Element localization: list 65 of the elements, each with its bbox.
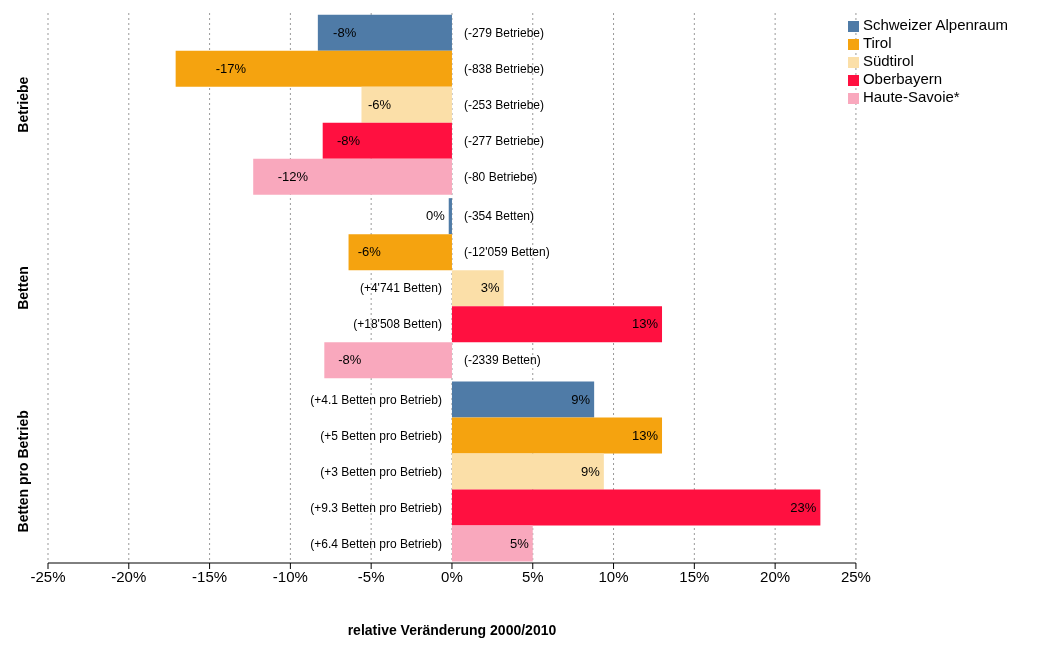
data-label: 23%: [790, 499, 817, 515]
data-label: 0%: [425, 208, 446, 224]
annotation: (+4'741 Betten): [359, 281, 442, 296]
bar: [451, 381, 595, 418]
x-tick-label: 20%: [760, 567, 791, 585]
data-label: -8%: [336, 132, 361, 148]
legend-label: Südtirol: [862, 52, 914, 69]
y-tick-label: Betten pro Betrieb: [15, 410, 31, 533]
bar: [451, 489, 821, 526]
bar: [448, 198, 452, 235]
data-label: -6%: [357, 244, 382, 260]
bar: [324, 342, 452, 379]
bar: [361, 86, 452, 123]
x-tick-label: -15%: [192, 567, 228, 585]
bar: [317, 14, 452, 51]
x-tick-label: -5%: [357, 567, 385, 585]
y-tick-label: Betten: [15, 266, 31, 310]
annotation: (-279 Betriebe): [463, 25, 545, 40]
annotation: (+5 Betten pro Betrieb): [320, 428, 442, 443]
bar: [322, 122, 452, 159]
legend-label: Schweizer Alpenraum: [862, 16, 1008, 33]
data-label: 13%: [631, 316, 659, 332]
x-tick-label: 5%: [521, 567, 544, 585]
annotation: (+4.1 Betten pro Betrieb): [310, 392, 442, 407]
bar: [348, 234, 452, 271]
annotation: (-80 Betriebe): [463, 169, 538, 184]
x-axis-title: relative Veränderung 2000/2010: [347, 622, 557, 638]
x-tick-label: 10%: [598, 567, 629, 585]
data-label: 3%: [480, 280, 501, 296]
annotation: (-277 Betriebe): [463, 133, 545, 148]
legend-label: Tirol: [862, 34, 892, 51]
x-tick-label: 15%: [679, 567, 710, 585]
annotation: (-2339 Betten): [463, 353, 541, 368]
x-tick-label: 0%: [441, 567, 463, 585]
data-label: -6%: [368, 96, 392, 112]
bar: [451, 306, 663, 343]
annotation: (-253 Betriebe): [463, 97, 545, 112]
bar: [451, 270, 504, 307]
data-label: 13%: [631, 427, 659, 443]
y-tick-label: Betriebe: [15, 76, 31, 133]
legend-label: Haute-Savoie*: [862, 88, 960, 105]
annotation: (+3 Betten pro Betrieb): [320, 464, 442, 479]
annotation: (-12'059 Betten): [463, 245, 550, 260]
data-label: 9%: [571, 391, 591, 407]
x-tick-label: -25%: [30, 567, 66, 585]
data-label: 5%: [509, 535, 530, 551]
annotation: (+6.4 Betten pro Betrieb): [310, 536, 442, 551]
data-label: -8%: [333, 24, 357, 40]
x-tick-label: -10%: [272, 567, 308, 585]
annotation: (+18'508 Betten): [353, 317, 442, 332]
legend-label: Oberbayern: [862, 70, 943, 87]
bar: [451, 417, 663, 454]
annotation: (+9.3 Betten pro Betrieb): [310, 500, 442, 515]
annotation: (-838 Betriebe): [463, 61, 545, 76]
data-label: -12%: [277, 168, 309, 184]
data-label: -17%: [215, 60, 247, 76]
x-tick-label: 25%: [840, 567, 871, 585]
x-tick-label: -20%: [111, 567, 147, 585]
data-label: -8%: [338, 352, 362, 368]
annotation: (-354 Betten): [463, 209, 535, 224]
bar: [451, 525, 533, 562]
bar: [175, 50, 452, 87]
bar: [253, 158, 452, 195]
data-label: 9%: [581, 463, 601, 479]
bar: [451, 453, 604, 490]
